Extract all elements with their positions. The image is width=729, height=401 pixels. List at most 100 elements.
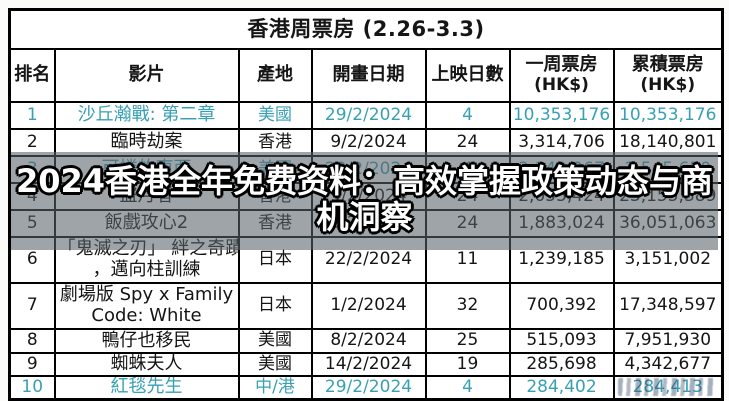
cumulative-gross-cell: 10,353,176: [612, 101, 724, 130]
weekly-gross-cell: 10,353,176: [508, 101, 615, 130]
cumulative-gross-cell: 284,413: [612, 374, 724, 401]
rank-cell: 9: [8, 352, 56, 377]
origin-cell: 日本: [237, 282, 313, 330]
origin-cell: 中/港: [237, 374, 313, 401]
rank-cell: 6: [8, 236, 56, 284]
film-title: 紅毯先生: [110, 376, 183, 397]
cumulative-gross-cell: 2,545,650: [612, 155, 724, 184]
film-title-line2: ，邁向柱訓練: [92, 259, 201, 280]
cumulative-gross-cell: 3,151,002: [612, 236, 724, 284]
open-date-cell: 8/2/2024: [310, 328, 427, 354]
table-row: 10 紅毯先生 中/港 29/2/2024 4 284,402 284,413: [8, 374, 724, 401]
table-row: 1 沙丘瀚戰: 第二章 美國 29/2/2024 4 10,353,176 10…: [8, 101, 724, 130]
days-cell: 32: [424, 282, 511, 330]
film-cell: 沙丘瀚戰: 第二章: [53, 101, 240, 130]
rank-cell: 5: [8, 209, 56, 238]
rank-cell: 10: [8, 374, 56, 401]
origin-cell: 香港: [237, 182, 313, 211]
days-cell: 24: [424, 209, 511, 238]
table-title-row: 香港周票房 (2.26-3.3): [8, 8, 724, 50]
film-title: 鴨仔也移民: [101, 329, 192, 351]
film-cell: 盜月者: [53, 182, 240, 211]
open-date-cell: 9/2/2024: [310, 209, 427, 238]
film-title: 蜘蛛夫人: [110, 353, 183, 375]
table-header-row: 排名 影片 產地 開畫日期 上映日數 一周票房 (HK$) 累積票房 (HK$): [8, 48, 724, 103]
header-origin-label: 產地: [257, 64, 293, 86]
header-cumulative-gross: 累積票房 (HK$): [612, 48, 724, 103]
origin-cell: 日本: [237, 236, 313, 284]
rank-cell: 4: [8, 182, 56, 211]
film-cell: 紅毯先生: [53, 374, 240, 401]
weekly-gross-cell: 700,392: [508, 282, 615, 330]
cumulative-gross-cell: 23,155,389: [612, 182, 724, 211]
days-cell: 24: [424, 128, 511, 157]
table-row: 9 蜘蛛夫人 美國 14/2/2024 19 285,698 4,342,677: [8, 352, 724, 377]
rank-cell: 2: [8, 128, 56, 157]
weekly-gross-cell: 1,239,185: [508, 236, 615, 284]
days-cell: 11: [424, 236, 511, 284]
film-title: 臨時劫案: [110, 131, 183, 153]
open-date-cell: 9/2/2024: [310, 182, 427, 211]
weekly-gross-cell: 1,883,024: [508, 209, 615, 238]
film-title: 沙丘瀚戰: 第二章: [77, 104, 216, 126]
origin-cell: 美國: [237, 155, 313, 184]
weekly-gross-cell: 2,143,267: [508, 155, 615, 184]
days-cell: 19: [424, 352, 511, 377]
cumulative-gross-cell: 36,051,063: [612, 209, 724, 238]
rank-cell: 1: [8, 101, 56, 130]
film-title: 盜月者: [119, 185, 174, 207]
open-date-cell: 1/2/2024: [310, 282, 427, 330]
film-cell: 蜘蛛夫人: [53, 352, 240, 377]
open-date-cell: 9/2/2024: [310, 128, 427, 157]
days-cell: 4: [424, 101, 511, 130]
open-date-cell: 29/2/2024: [310, 155, 427, 184]
rank-cell: 3: [8, 155, 56, 184]
weekly-gross-cell: 3,314,706: [508, 128, 615, 157]
rank-cell: 8: [8, 328, 56, 354]
header-open-date-label: 開畫日期: [332, 64, 405, 86]
film-cell: 臨時劫案: [53, 128, 240, 157]
weekly-gross-cell: 285,698: [508, 352, 615, 377]
table-row: 2 臨時劫案 香港 9/2/2024 24 3,314,706 18,140,8…: [8, 128, 724, 157]
cumulative-gross-cell: 18,140,801: [612, 128, 724, 157]
film-cell: 鴨仔也移民: [53, 328, 240, 354]
watermark-smudge: [618, 378, 716, 396]
film-title: 飯戲攻心2: [104, 212, 189, 234]
days-cell: 4: [424, 155, 511, 184]
header-open-date: 開畫日期: [310, 48, 427, 103]
film-title: 劇場版 Spy x Family: [59, 284, 234, 306]
weekly-gross-cell: 2,055,424: [508, 182, 615, 211]
cumulative-gross-cell: 7,951,930: [612, 328, 724, 354]
days-cell: 4: [424, 374, 511, 401]
header-weekly-gross-unit: (HK$): [534, 75, 589, 96]
header-cumulative-gross-unit: (HK$): [640, 75, 696, 96]
header-weekly-gross: 一周票房 (HK$): [508, 48, 615, 103]
header-weekly-gross-label: 一周票房: [525, 54, 598, 76]
header-film-label: 影片: [128, 64, 165, 86]
film-title: 可憐的東西: [101, 158, 192, 180]
header-film: 影片: [53, 48, 240, 103]
header-rank-label: 排名: [14, 64, 51, 86]
film-cell: 「鬼滅之刃」 絆之奇蹟 ，邁向柱訓練: [53, 236, 240, 284]
table-row: 4 盜月者 香港 9/2/2024 24 2,055,424 23,155,38…: [8, 182, 724, 211]
open-date-cell: 22/2/2024: [310, 236, 427, 284]
table-row: 6 「鬼滅之刃」 絆之奇蹟 ，邁向柱訓練 日本 22/2/2024 11 1,23…: [8, 236, 724, 284]
film-cell: 劇場版 Spy x Family Code: White: [53, 282, 240, 330]
table-row: 8 鴨仔也移民 美國 8/2/2024 25 515,093 7,951,930: [8, 328, 724, 354]
origin-cell: 香港: [237, 209, 313, 238]
weekly-gross-cell: 284,402: [508, 374, 615, 401]
days-cell: 24: [424, 182, 511, 211]
cumulative-gross-cell: 4,342,677: [612, 352, 724, 377]
origin-cell: 美國: [237, 352, 313, 377]
film-title: 「鬼滅之刃」 絆之奇蹟: [57, 238, 239, 260]
open-date-cell: 29/2/2024: [310, 101, 427, 130]
table-row: 3 可憐的東西 美國 29/2/2024 4 2,143,267 2,545,6…: [8, 155, 724, 184]
header-rank: 排名: [8, 48, 56, 103]
film-cell: 飯戲攻心2: [53, 209, 240, 238]
days-cell: 25: [424, 328, 511, 354]
rank-cell: 7: [8, 282, 56, 330]
header-days-label: 上映日數: [431, 64, 504, 86]
table-row: 5 飯戲攻心2 香港 9/2/2024 24 1,883,024 36,051,…: [8, 209, 724, 238]
origin-cell: 美國: [237, 328, 313, 354]
